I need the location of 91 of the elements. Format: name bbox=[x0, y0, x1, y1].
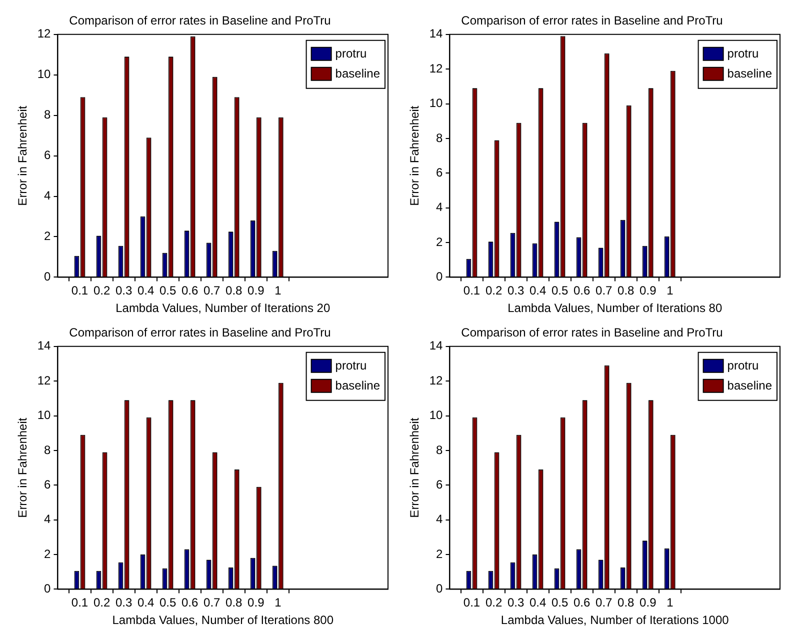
legend-label: protru bbox=[335, 46, 367, 61]
x-tick-label: 0.6 bbox=[574, 596, 591, 610]
x-axis-title: Lambda Values, Number of Iterations 800 bbox=[112, 613, 334, 628]
y-axis-title: Error in Fahrenheit bbox=[408, 105, 422, 206]
x-tick-label: 0.1 bbox=[463, 596, 480, 610]
x-tick-label: 0.7 bbox=[596, 596, 613, 610]
x-tick-label: 0.5 bbox=[551, 284, 568, 298]
y-tick-label: 8 bbox=[436, 130, 444, 145]
y-axis-title: Error in Fahrenheit bbox=[408, 417, 422, 518]
y-axis-title: Error in Fahrenheit bbox=[16, 417, 30, 518]
x-tick-label: 0.3 bbox=[115, 284, 132, 298]
y-tick-label: 14 bbox=[429, 338, 444, 353]
x-tick-label: 0.4 bbox=[137, 596, 154, 610]
legend-label: baseline bbox=[727, 378, 772, 393]
chart-title: Comparison of error rates in Baseline and ProTru bbox=[69, 326, 331, 340]
x-tick-label: 0.1 bbox=[71, 284, 88, 298]
x-tick-label: 0.7 bbox=[204, 596, 221, 610]
x-tick-label: 0.4 bbox=[529, 596, 546, 610]
x-axis-title: Lambda Values, Number of Iterations 80 bbox=[508, 301, 722, 316]
y-tick-label: 0 bbox=[44, 270, 52, 284]
y-tick-label: 8 bbox=[44, 442, 52, 457]
x-tick-label: 0.6 bbox=[182, 596, 199, 610]
y-tick-label: 6 bbox=[436, 165, 444, 180]
legend-label: protru bbox=[335, 358, 367, 373]
x-tick-label: 0.9 bbox=[640, 284, 657, 298]
y-tick-label: 0 bbox=[436, 270, 444, 284]
y-tick-label: 8 bbox=[44, 108, 52, 122]
y-tick-label: 10 bbox=[37, 408, 52, 422]
y-tick-label: 12 bbox=[37, 26, 52, 41]
x-tick-label: 0.3 bbox=[507, 284, 524, 298]
x-tick-label: 0.9 bbox=[640, 596, 657, 610]
x-tick-label: 0.7 bbox=[204, 284, 221, 298]
x-tick-label: 0.8 bbox=[226, 596, 243, 610]
x-tick-label: 0.2 bbox=[485, 284, 502, 298]
legend-label: baseline bbox=[335, 66, 380, 81]
y-axis-title: Error in Fahrenheit bbox=[16, 105, 30, 206]
x-tick-label: 0.3 bbox=[507, 596, 524, 610]
y-tick-label: 10 bbox=[429, 96, 444, 110]
chart-title: Comparison of error rates in Baseline and ProTru bbox=[461, 14, 723, 28]
x-tick-label: 0.5 bbox=[159, 284, 176, 298]
y-tick-label: 10 bbox=[37, 67, 52, 82]
x-tick-label: 0.6 bbox=[182, 284, 199, 298]
legend-label: baseline bbox=[727, 66, 772, 81]
x-tick-label: 0.2 bbox=[485, 596, 502, 610]
y-tick-label: 14 bbox=[37, 338, 52, 353]
y-tick-label: 6 bbox=[44, 148, 52, 162]
y-tick-label: 12 bbox=[429, 373, 444, 388]
y-tick-label: 2 bbox=[436, 546, 444, 561]
y-tick-label: 4 bbox=[44, 512, 52, 526]
chart-title: Comparison of error rates in Baseline and ProTru bbox=[461, 326, 723, 340]
x-tick-label: 0.9 bbox=[248, 596, 265, 610]
x-tick-label: 0.8 bbox=[226, 284, 243, 298]
x-tick-label: 0.5 bbox=[551, 596, 568, 610]
y-tick-label: 0 bbox=[436, 582, 444, 596]
y-tick-label: 2 bbox=[44, 229, 52, 244]
x-tick-label: 0.1 bbox=[463, 284, 480, 298]
x-tick-label: 0.8 bbox=[618, 596, 635, 610]
y-tick-label: 12 bbox=[37, 373, 52, 388]
x-tick-label: 0.3 bbox=[115, 596, 132, 610]
y-tick-label: 12 bbox=[429, 61, 444, 76]
x-tick-label: 0.7 bbox=[596, 284, 613, 298]
x-tick-label: 0.2 bbox=[93, 596, 110, 610]
x-tick-label: 0.6 bbox=[574, 284, 591, 298]
x-tick-label: 0.8 bbox=[618, 284, 635, 298]
x-tick-label: 1 bbox=[666, 284, 674, 298]
x-tick-label: 0.9 bbox=[248, 284, 265, 298]
y-tick-label: 2 bbox=[436, 234, 444, 249]
x-tick-label: 0.2 bbox=[93, 284, 110, 298]
legend-label: protru bbox=[727, 358, 759, 373]
y-tick-label: 8 bbox=[436, 442, 444, 457]
y-tick-label: 4 bbox=[436, 200, 444, 214]
y-tick-label: 6 bbox=[44, 477, 52, 492]
x-tick-label: 0.4 bbox=[529, 284, 546, 298]
legend-label: protru bbox=[727, 46, 759, 61]
x-axis-title: Lambda Values, Number of Iterations 20 bbox=[116, 301, 330, 316]
x-axis-title: Lambda Values, Number of Iterations 1000 bbox=[500, 613, 730, 628]
x-tick-label: 0.5 bbox=[159, 596, 176, 610]
chart-title: Comparison of error rates in Baseline and ProTru bbox=[69, 14, 331, 28]
y-tick-label: 14 bbox=[429, 26, 444, 41]
y-tick-label: 2 bbox=[44, 546, 52, 561]
y-tick-label: 4 bbox=[436, 512, 444, 526]
y-tick-label: 0 bbox=[44, 582, 52, 596]
x-tick-label: 1 bbox=[274, 596, 282, 610]
y-tick-label: 4 bbox=[44, 188, 52, 203]
x-tick-label: 1 bbox=[274, 284, 282, 298]
x-tick-label: 0.4 bbox=[137, 284, 154, 298]
x-tick-label: 1 bbox=[666, 596, 674, 610]
y-tick-label: 10 bbox=[429, 408, 444, 422]
legend-label: baseline bbox=[335, 378, 380, 393]
y-tick-label: 6 bbox=[436, 477, 444, 492]
x-tick-label: 0.1 bbox=[71, 596, 88, 610]
